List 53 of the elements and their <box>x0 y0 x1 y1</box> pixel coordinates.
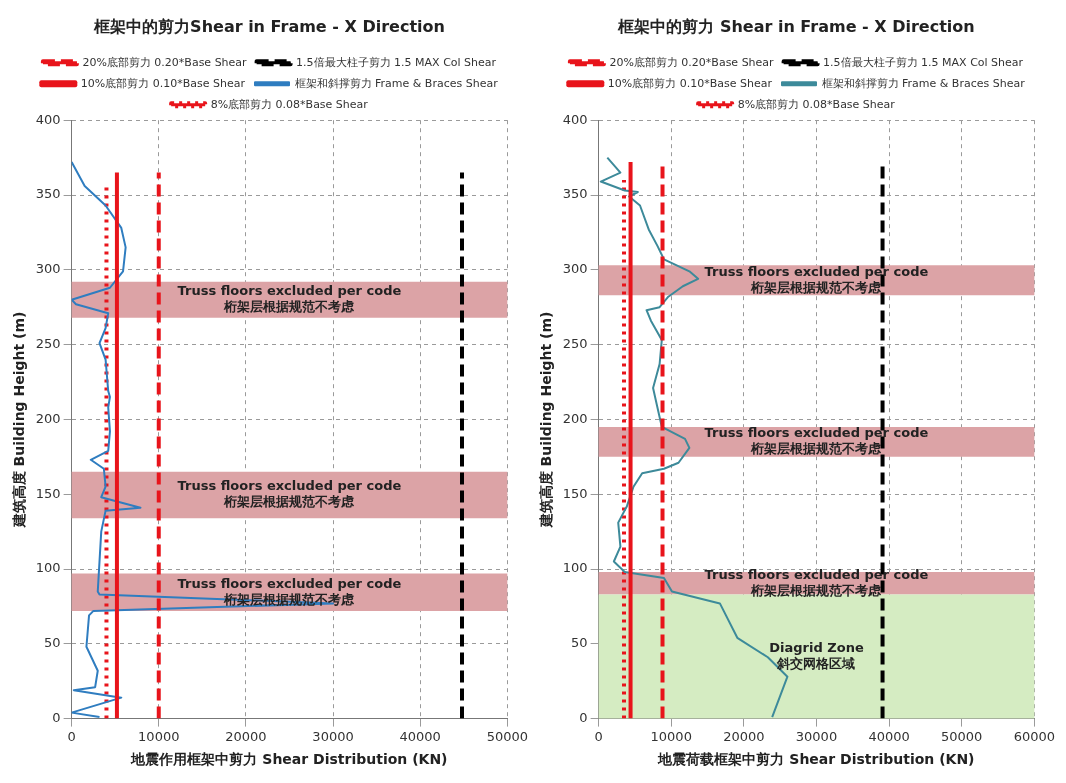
x-tick-label: 30000 <box>795 728 838 744</box>
band-label: Truss floors excluded per code 桁架层根据规范不考虑 <box>177 283 402 315</box>
y-tick-label: 250 <box>562 335 588 351</box>
x-tick-label: 20000 <box>225 728 267 744</box>
legend-label: 10%底部剪力 0.10*Base Shear <box>80 76 246 90</box>
legend-label: 1.5倍最大柱子剪力 1.5 MAX Col Shear <box>823 55 1024 69</box>
x-tick-label: 30000 <box>312 728 354 744</box>
y-axis-title: 建筑高度 Building Height (m) <box>538 311 555 529</box>
x-axis-title: 地震作用框架中剪力 Shear Distribution (KN) <box>130 751 448 768</box>
band-label: Truss floors excluded per code 桁架层根据规范不考虑 <box>177 478 402 510</box>
y-tick-label: 300 <box>562 261 588 277</box>
y-tick-label: 200 <box>562 410 588 426</box>
x-axis-title: 地震荷载框架中剪力 Shear Distribution (KN) <box>657 751 975 768</box>
legend-label: 20%底部剪力 0.20*Base Shear <box>82 55 248 69</box>
x-tick-label: 0 <box>67 728 76 744</box>
legend-label: 8%底部剪力 0.08*Base Shear <box>210 97 369 111</box>
y-tick-label: 400 <box>562 111 588 127</box>
chart-title: 框架中的剪力 Shear in Frame - X Direction <box>617 16 975 36</box>
x-tick-label: 40000 <box>868 728 910 744</box>
y-tick-label: 350 <box>562 186 588 202</box>
y-tick-label: 0 <box>579 709 588 725</box>
y-tick-label: 350 <box>35 186 61 202</box>
y-tick-label: 400 <box>35 111 61 127</box>
y-tick-label: 200 <box>35 410 61 426</box>
y-tick-label: 150 <box>35 485 61 501</box>
y-tick-label: 50 <box>571 635 588 651</box>
band-label: Truss floors excluded per code 桁架层根据规范不考虑 <box>704 425 929 457</box>
y-tick-label: 100 <box>35 560 61 576</box>
y-tick-label: 300 <box>35 261 61 277</box>
x-tick-label: 0 <box>594 728 603 744</box>
legend-label: 10%底部剪力 0.10*Base Shear <box>607 76 773 90</box>
y-tick-label: 50 <box>44 635 61 651</box>
legend-label: 1.5倍最大柱子剪力 1.5 MAX Col Shear <box>296 55 497 69</box>
band-label: Truss floors excluded per code 桁架层根据规范不考虑 <box>704 263 929 295</box>
legend-label: 20%底部剪力 0.20*Base Shear <box>609 55 775 69</box>
band-label: Truss floors excluded per code 桁架层根据规范不考虑 <box>704 566 929 598</box>
x-tick-label: 50000 <box>486 728 528 744</box>
y-tick-label: 0 <box>52 709 61 725</box>
legend-label: 8%底部剪力 0.08*Base Shear <box>737 97 896 111</box>
y-tick-label: 100 <box>562 560 588 576</box>
legend-label: 框架和斜撑剪力 Frame & Braces Shear <box>821 76 1026 90</box>
band-label: Diagrid Zone 斜交网格区域 <box>769 639 864 671</box>
x-tick-label: 10000 <box>138 728 180 744</box>
x-tick-label: 20000 <box>723 728 765 744</box>
chart-title: 框架中的剪力Shear in Frame - X Direction <box>93 16 445 36</box>
y-tick-label: 150 <box>562 485 588 501</box>
legend-label: 框架和斜撑剪力 Frame & Braces Shear <box>294 76 499 90</box>
x-tick-label: 50000 <box>941 728 983 744</box>
x-tick-label: 60000 <box>1013 728 1055 744</box>
y-tick-label: 250 <box>35 335 61 351</box>
x-tick-label: 40000 <box>399 728 441 744</box>
x-tick-label: 10000 <box>650 728 692 744</box>
y-axis-title: 建筑高度 Building Height (m) <box>11 311 28 529</box>
